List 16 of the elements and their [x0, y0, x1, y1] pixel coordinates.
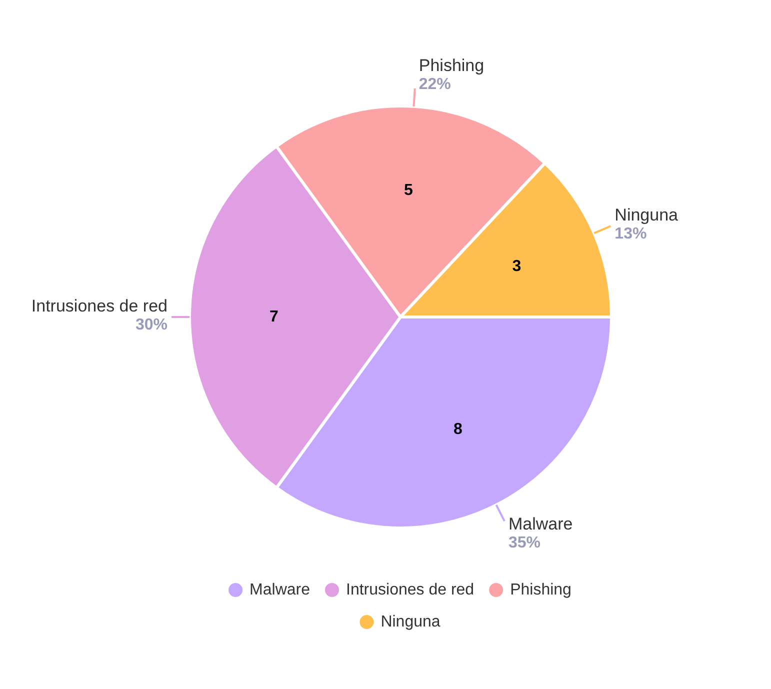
legend-label: Phishing [510, 581, 572, 598]
text: 3 [512, 258, 522, 276]
slice-label: Ninguna [614, 206, 679, 225]
slice-label: Phishing [418, 56, 484, 76]
slice-label: Malware [508, 514, 573, 534]
data-label: 35% [508, 534, 540, 552]
legend-label: Ninguna [380, 613, 440, 630]
legend-label: Intrusiones de red [346, 581, 474, 598]
data-label: 13% [614, 225, 647, 242]
text: 5 [404, 182, 413, 200]
data-label: 22% [418, 76, 451, 93]
text: 7 [269, 308, 278, 326]
slice-label: Intrusiones de red [31, 296, 168, 316]
text: 8 [454, 421, 462, 438]
data-label: 30% [135, 316, 168, 334]
legend-label: Malware [250, 581, 310, 598]
